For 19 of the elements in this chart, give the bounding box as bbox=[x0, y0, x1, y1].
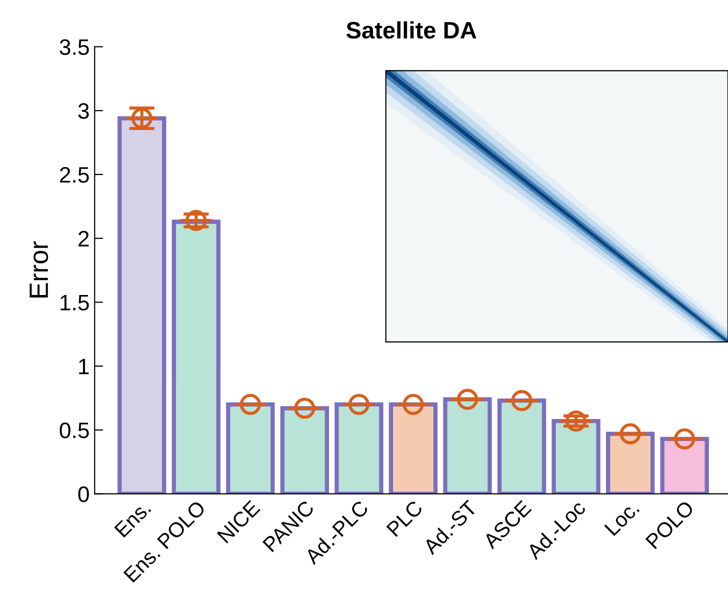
point bbox=[402, 394, 424, 415]
y-tick-label: 3 bbox=[78, 103, 89, 119]
x-tick-label: Loc. bbox=[604, 500, 640, 536]
x-tick-label: Ens. bbox=[114, 500, 152, 538]
y-axis-title: Error bbox=[30, 241, 48, 298]
y-tick-label: 0.5 bbox=[60, 422, 89, 438]
y-tick-label: 1.5 bbox=[60, 294, 89, 310]
y-tick-label: 2 bbox=[78, 230, 89, 246]
point bbox=[511, 390, 532, 412]
point bbox=[565, 410, 587, 432]
y-tick-label: 1 bbox=[79, 358, 89, 374]
y-tick-label: 2.5 bbox=[60, 167, 89, 183]
point bbox=[348, 394, 370, 415]
chart-title: Satellite DA bbox=[346, 21, 476, 39]
point bbox=[294, 398, 316, 419]
y-tick-label: 0 bbox=[78, 486, 89, 502]
point bbox=[240, 394, 261, 415]
y-tick-label: 3.5 bbox=[60, 39, 89, 56]
point bbox=[456, 388, 478, 410]
